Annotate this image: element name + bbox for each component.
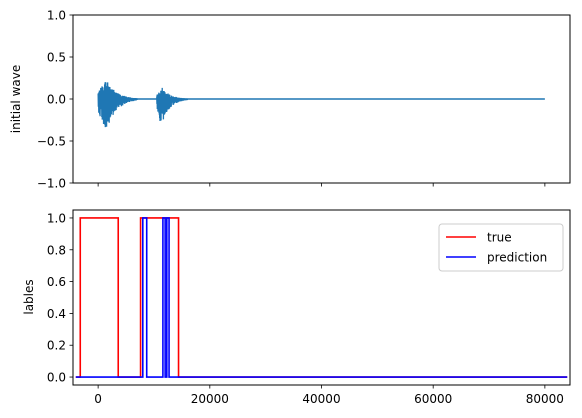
labels-xtick-label: 40000 [302, 392, 340, 406]
labels-ytick-label: 1.0 [47, 211, 66, 225]
labels-ytick-label: 0.8 [47, 243, 66, 257]
legend-true-label: true [487, 231, 512, 245]
labels-xtick-label: 60000 [414, 392, 452, 406]
wave-ytick-label: 1.0 [47, 9, 66, 23]
legend: true prediction [439, 224, 563, 271]
wave-ytick-label: −1.0 [37, 177, 66, 191]
labels-ytick-label: 0.0 [47, 371, 66, 385]
wave-ylabel: initial wave [9, 65, 23, 133]
labels-ytick-label: 0.6 [47, 275, 66, 289]
labels-xtick-label: 20000 [191, 392, 229, 406]
labels-ytick-label: 0.2 [47, 339, 66, 353]
wave-ytick-label: 0.0 [47, 93, 66, 107]
legend-prediction-label: prediction [487, 251, 547, 265]
labels-axes: 0.0 0.2 0.4 0.6 0.8 1.0 0 20000 40000 60000 80000… [22, 210, 570, 406]
labels-y-ticks: 0.0 0.2 0.4 0.6 0.8 1.0 [47, 211, 73, 384]
wave-y-ticks: −1.0 −0.5 0.0 0.5 1.0 [37, 9, 73, 191]
labels-ytick-label: 0.4 [47, 307, 66, 321]
labels-ylabel: lables [22, 279, 36, 314]
labels-xtick-label: 80000 [526, 392, 564, 406]
labels-x-ticks: 0 20000 40000 60000 80000 [94, 385, 564, 406]
wave-ytick-label: −0.5 [37, 135, 66, 149]
wave-x-ticks [98, 183, 545, 187]
wave-axes: −1.0 −0.5 0.0 0.5 1.0 initial wave [9, 9, 570, 191]
labels-xtick-label: 0 [94, 392, 102, 406]
wave-ytick-label: 0.5 [47, 51, 66, 65]
